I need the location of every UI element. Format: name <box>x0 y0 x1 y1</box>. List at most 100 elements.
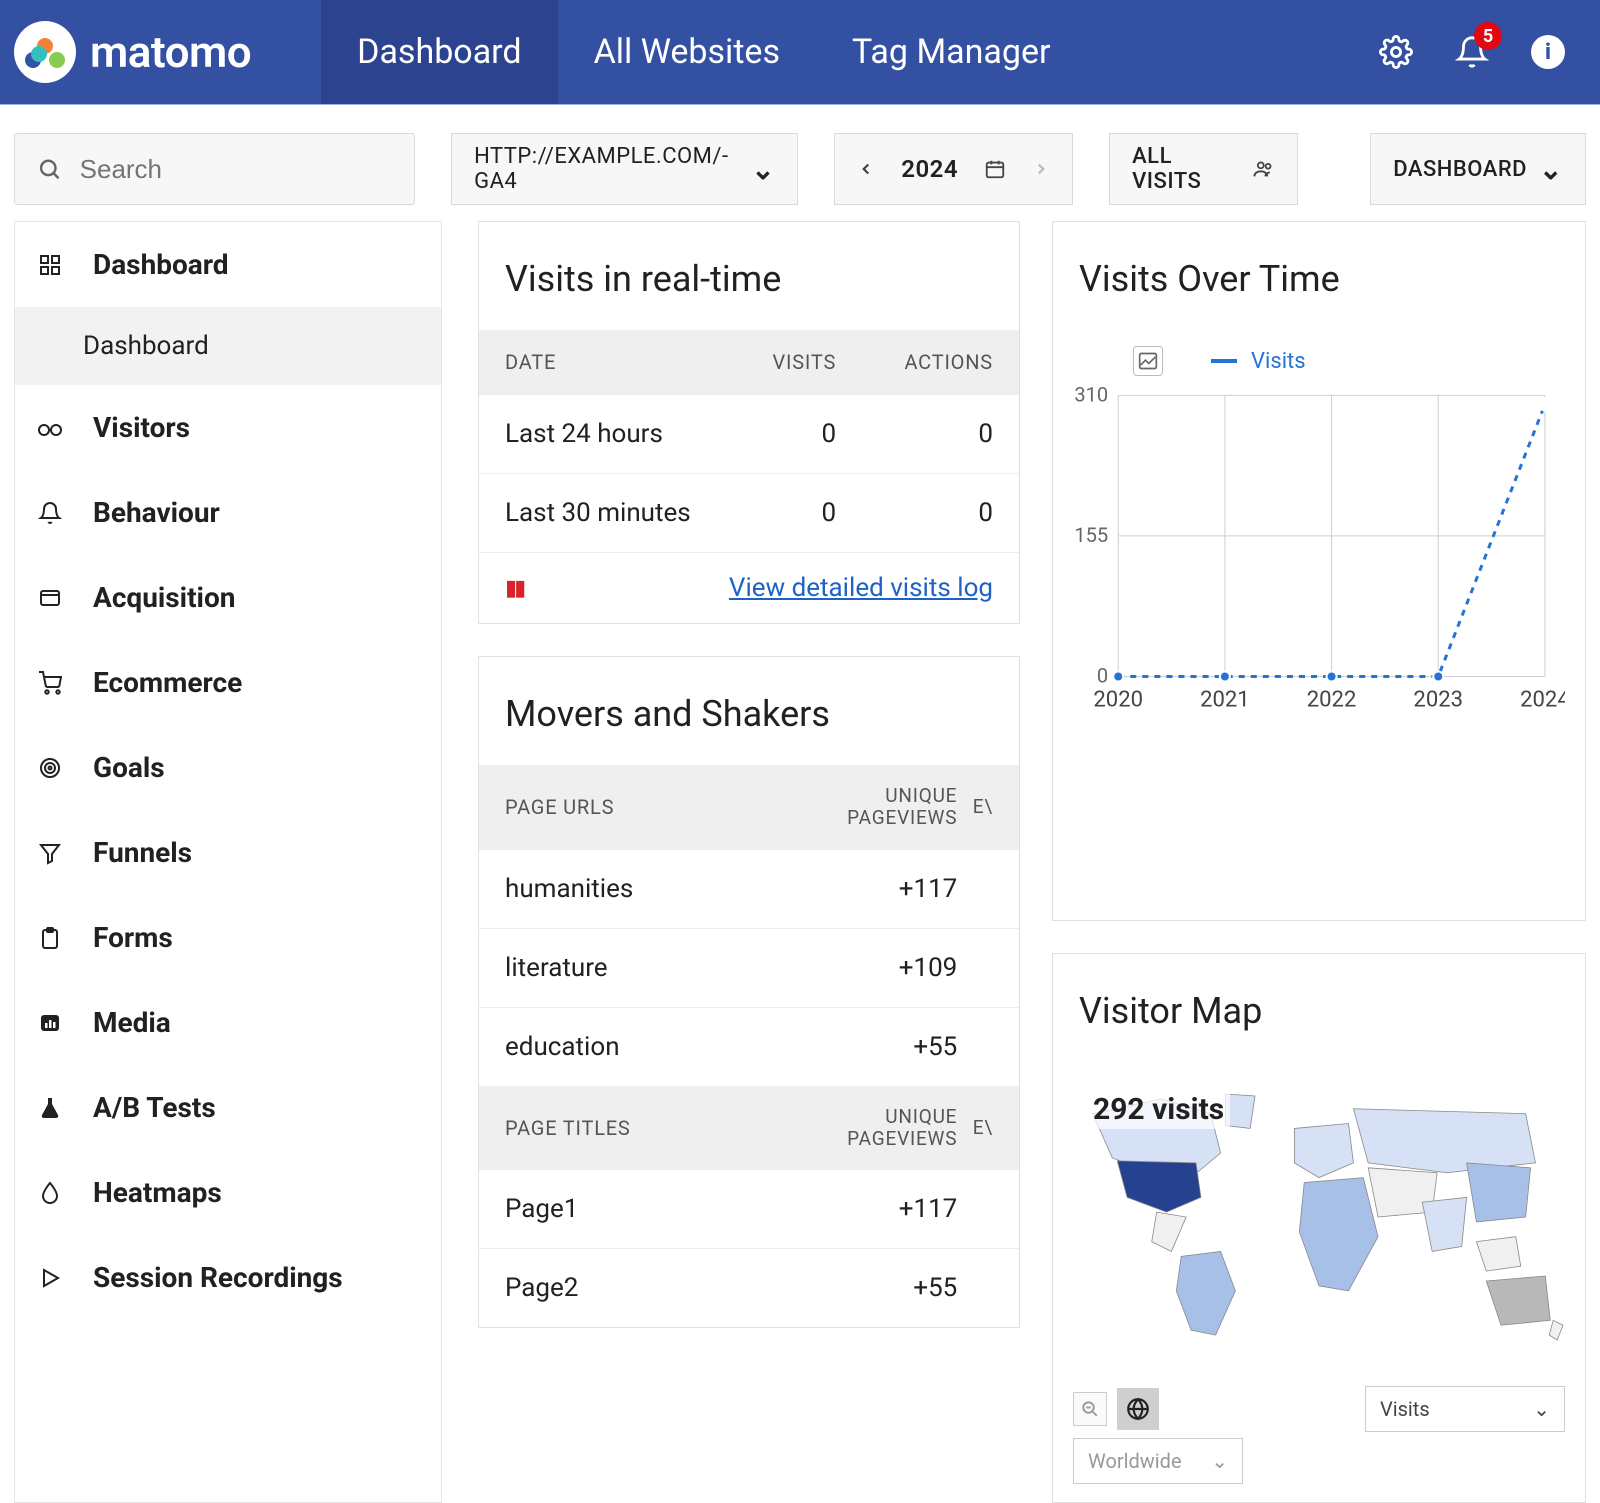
chevron-down-icon: ⌄ <box>1211 1449 1228 1473</box>
movers-row[interactable]: education +55 <box>479 1007 1019 1086</box>
sidebar-item-goals[interactable]: Goals <box>15 725 441 810</box>
help-button[interactable]: i <box>1528 32 1568 72</box>
sidebar-item-label: Visitors <box>93 411 190 444</box>
chevron-down-icon: ⌄ <box>1533 1397 1550 1421</box>
table-col-pageurls: PAGE URLS <box>505 795 767 819</box>
period-prev-button[interactable] <box>857 155 875 183</box>
bell-outline-icon <box>35 501 65 525</box>
nav-tab-tag-manager[interactable]: Tag Manager <box>816 0 1087 104</box>
map-region-select[interactable]: Worldwide ⌄ <box>1073 1438 1243 1484</box>
segment-selector[interactable]: ALL VISITS <box>1109 133 1298 205</box>
cart-icon <box>35 671 65 695</box>
widget-title: Visits in real-time <box>479 222 1019 330</box>
sidebar-item-visitors[interactable]: Visitors <box>15 385 441 470</box>
map-region-value: Worldwide <box>1088 1449 1182 1473</box>
dashboard-selector[interactable]: DASHBOARD ⌄ <box>1370 133 1586 205</box>
search-icon <box>37 155 62 183</box>
search-input[interactable] <box>80 154 392 185</box>
movers-row-label: humanities <box>505 874 767 904</box>
svg-text:2024: 2024 <box>1520 688 1565 713</box>
widget-title: Movers and Shakers <box>479 657 1019 765</box>
drop-icon <box>35 1181 65 1205</box>
brand-logo[interactable]: matomo <box>14 21 251 83</box>
movers-row-label: Page1 <box>505 1194 767 1224</box>
funnel-icon <box>35 841 65 865</box>
notification-badge: 5 <box>1474 22 1502 50</box>
toolbar: HTTP://EXAMPLE.COM/- GA4 ⌄ 2024 ALL VISI… <box>0 105 1600 221</box>
map-controls: Visits ⌄ <box>1053 1382 1585 1432</box>
realtime-row-label: Last 30 minutes <box>505 498 697 528</box>
map-summary-label: 292 visits <box>1087 1090 1230 1129</box>
svg-text:0: 0 <box>1097 664 1108 688</box>
chevron-left-icon <box>857 155 875 183</box>
sidebar-item-dashboard[interactable]: Dashboard <box>15 222 441 307</box>
sidebar-item-heatmaps[interactable]: Heatmaps <box>15 1150 441 1235</box>
widget-visits-realtime: Visits in real-time DATE VISITS ACTIONS … <box>478 221 1020 624</box>
svg-text:2020: 2020 <box>1093 688 1143 713</box>
widget-movers-shakers: Movers and Shakers PAGE URLS UNIQUE PAGE… <box>478 656 1020 1328</box>
table-col-extra: E\ <box>957 795 993 818</box>
sidebar-item-abtests[interactable]: A/B Tests <box>15 1065 441 1150</box>
settings-button[interactable] <box>1376 32 1416 72</box>
site-selector[interactable]: HTTP://EXAMPLE.COM/- GA4 ⌄ <box>451 133 798 205</box>
visits-chart: 015531020202021202220232024 <box>1063 376 1565 736</box>
widget-title: Visits Over Time <box>1053 222 1585 330</box>
movers-row[interactable]: literature +109 <box>479 928 1019 1007</box>
movers-row-delta: +109 <box>767 953 957 983</box>
sidebar-item-label: Funnels <box>93 836 192 869</box>
visitor-map[interactable]: 292 visits <box>1053 1062 1585 1382</box>
widget-visits-over-time: Visits Over Time Visits 0155310202020212… <box>1052 221 1586 921</box>
sidebar-item-label: Dashboard <box>93 248 229 281</box>
realtime-row-visits: 0 <box>697 498 836 528</box>
svg-text:2022: 2022 <box>1307 688 1357 713</box>
sidebar-item-label: Acquisition <box>93 581 235 614</box>
sidebar-item-label: Media <box>93 1006 171 1039</box>
realtime-table-header: DATE VISITS ACTIONS <box>479 330 1019 394</box>
period-next-button[interactable] <box>1032 155 1050 183</box>
movers-header-pagetitles: PAGE TITLES UNIQUE PAGEVIEWS E\ <box>479 1086 1019 1170</box>
search-panel[interactable] <box>14 133 415 205</box>
gear-icon <box>1379 35 1413 69</box>
map-zoom-out-button[interactable] <box>1073 1392 1107 1426</box>
play-icon <box>35 1266 65 1290</box>
map-fullscreen-button[interactable] <box>1117 1388 1159 1430</box>
nav-tab-dashboard[interactable]: Dashboard <box>321 0 557 104</box>
sidebar-item-media[interactable]: Media <box>15 980 441 1065</box>
movers-row[interactable]: Page2 +55 <box>479 1248 1019 1327</box>
info-icon: i <box>1531 35 1565 69</box>
sidebar-item-label: Forms <box>93 921 173 954</box>
sidebar-item-funnels[interactable]: Funnels <box>15 810 441 895</box>
sidebar-item-label: Goals <box>93 751 165 784</box>
sidebar-subitem-dashboard[interactable]: Dashboard <box>15 307 441 385</box>
movers-row-delta: +55 <box>767 1273 957 1303</box>
sidebar-item-ecommerce[interactable]: Ecommerce <box>15 640 441 725</box>
nav-tab-all-websites[interactable]: All Websites <box>558 0 816 104</box>
notifications-button[interactable]: 5 <box>1452 32 1492 72</box>
realtime-row: Last 30 minutes 0 0 <box>479 473 1019 552</box>
realtime-row-actions: 0 <box>836 419 993 449</box>
movers-row[interactable]: humanities +117 <box>479 849 1019 928</box>
movers-row[interactable]: Page1 +117 <box>479 1169 1019 1248</box>
sidebar-item-forms[interactable]: Forms <box>15 895 441 980</box>
movers-header-pageurls: PAGE URLS UNIQUE PAGEVIEWS E\ <box>479 765 1019 849</box>
chart-type-icon[interactable] <box>1133 346 1163 376</box>
sidebar-item-behaviour[interactable]: Behaviour <box>15 470 441 555</box>
brand-logo-mark <box>14 21 76 83</box>
chevron-down-icon: ⌄ <box>751 153 775 186</box>
brand-name: matomo <box>90 26 251 78</box>
movers-row-label: Page2 <box>505 1273 767 1303</box>
period-value: 2024 <box>901 155 958 183</box>
sidebar-item-acquisition[interactable]: Acquisition <box>15 555 441 640</box>
sidebar: Dashboard Dashboard Visitors Behaviour A… <box>14 221 442 1503</box>
visits-log-link[interactable]: View detailed visits log <box>729 573 993 603</box>
widget-title: Visitor Map <box>1053 954 1585 1062</box>
table-col-pagetitles: PAGE TITLES <box>505 1116 767 1140</box>
sidebar-item-label: Heatmaps <box>93 1176 222 1209</box>
sidebar-item-label: Session Recordings <box>93 1261 343 1294</box>
map-metric-select[interactable]: Visits ⌄ <box>1365 1386 1565 1432</box>
nav-right-icons: 5 i <box>1376 32 1586 72</box>
chevron-down-icon: ⌄ <box>1539 153 1563 186</box>
pause-button[interactable]: ▮▮ <box>505 576 523 601</box>
period-selector[interactable]: 2024 <box>834 133 1073 205</box>
sidebar-item-session-recordings[interactable]: Session Recordings <box>15 1235 441 1320</box>
